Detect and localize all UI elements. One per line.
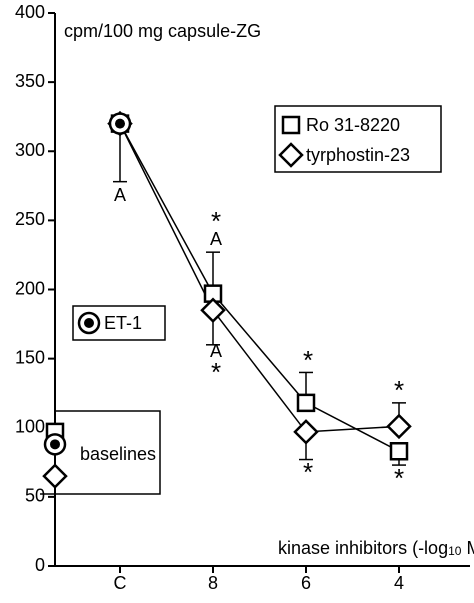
y-tick-label: 250 [15, 209, 45, 229]
annotation: * [303, 345, 313, 375]
y-tick-label: 200 [15, 278, 45, 298]
data-point-dot [115, 118, 125, 129]
y-tick-label: 350 [15, 71, 45, 91]
baseline-box [40, 410, 161, 495]
data-point [296, 393, 316, 413]
y-tick-label: 100 [15, 417, 45, 437]
baseline-label: baselines [80, 444, 156, 464]
annotation: * [211, 206, 221, 236]
series-line [119, 123, 400, 433]
legend-label: tyrphostin-23 [306, 145, 410, 165]
x-label-part: M) [461, 538, 474, 558]
annotation: * [394, 375, 404, 405]
annotation: * [211, 357, 221, 387]
series-line [119, 123, 400, 452]
y-tick-label: 400 [15, 2, 45, 22]
baseline-point-dot [50, 439, 60, 450]
x-tick-label: 6 [301, 573, 311, 593]
legend-marker-dot [84, 318, 94, 328]
annotation: A [114, 185, 126, 205]
y-tick-label: 150 [15, 347, 45, 367]
data-point [200, 297, 226, 324]
legend-label: ET-1 [104, 313, 142, 333]
legend-marker [281, 115, 301, 135]
annotation: A [210, 341, 222, 361]
x-axis-label: kinase inhibitors (-log10 M) [278, 538, 474, 558]
legend-marker [278, 142, 304, 168]
y-axis-label: cpm/100 mg capsule-ZG [64, 21, 261, 41]
annotation: A [210, 229, 222, 249]
y-tick-label: 0 [35, 555, 45, 575]
legend-box [274, 105, 442, 173]
baseline-point [42, 463, 68, 489]
y-tick-label: 300 [15, 140, 45, 160]
x-tick-label: 4 [394, 573, 404, 593]
x-tick-label: 8 [208, 573, 218, 593]
annotation: * [303, 457, 313, 487]
x-tick-label: C [114, 573, 127, 593]
x-label-part: kinase inhibitors (-log [278, 538, 448, 558]
et1-legend-box [72, 305, 166, 341]
annotation: * [394, 463, 404, 493]
legend-label: Ro 31-8220 [306, 115, 400, 135]
data-point [293, 419, 319, 445]
x-label-sub: 10 [448, 544, 462, 558]
data-point [389, 442, 409, 461]
data-point [386, 413, 412, 440]
y-tick-label: 50 [25, 486, 45, 506]
